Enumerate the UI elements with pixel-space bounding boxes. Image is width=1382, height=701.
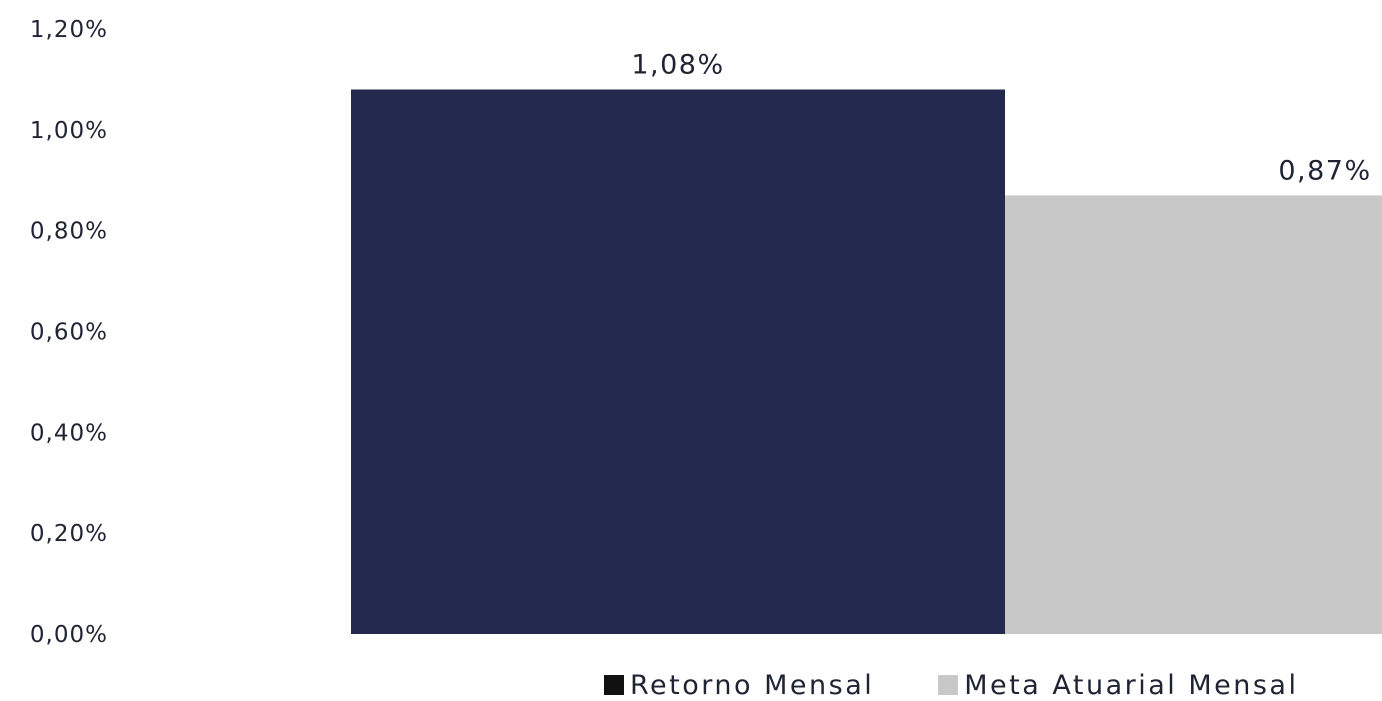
y-tick-label: 1,00%	[30, 118, 108, 144]
data-label-retorno-mensal: 1,08%	[631, 50, 724, 81]
bar-retorno-mensal	[351, 89, 1005, 634]
y-tick-label: 0,20%	[30, 521, 108, 547]
y-tick-label: 0,40%	[30, 420, 108, 446]
y-tick-label: 0,80%	[30, 219, 108, 245]
legend-label-meta-atuarial-mensal: Meta Atuarial Mensal	[964, 669, 1299, 701]
data-labels: 1,08% 0,87%	[631, 50, 1371, 187]
y-tick-label: 1,20%	[30, 17, 108, 43]
data-label-meta-atuarial-mensal: 0,87%	[1278, 155, 1371, 186]
legend-item-meta-atuarial-mensal: Meta Atuarial Mensal	[938, 670, 1298, 701]
y-axis: 0,00% 0,20% 0,40% 0,60% 0,80% 1,00% 1,20%	[30, 17, 108, 648]
legend-swatch-meta-atuarial-mensal	[938, 675, 959, 695]
legend-item-retorno-mensal: Retorno Mensal	[604, 670, 874, 701]
bars	[351, 89, 1382, 634]
legend-swatch-retorno-mensal	[604, 675, 624, 695]
y-tick-label: 0,60%	[30, 320, 108, 346]
legend-label-retorno-mensal: Retorno Mensal	[630, 669, 875, 701]
legend: Retorno Mensal Meta Atuarial Mensal	[604, 670, 1298, 701]
bar-meta-atuarial-mensal	[1005, 195, 1382, 634]
y-tick-label: 0,00%	[30, 622, 108, 648]
